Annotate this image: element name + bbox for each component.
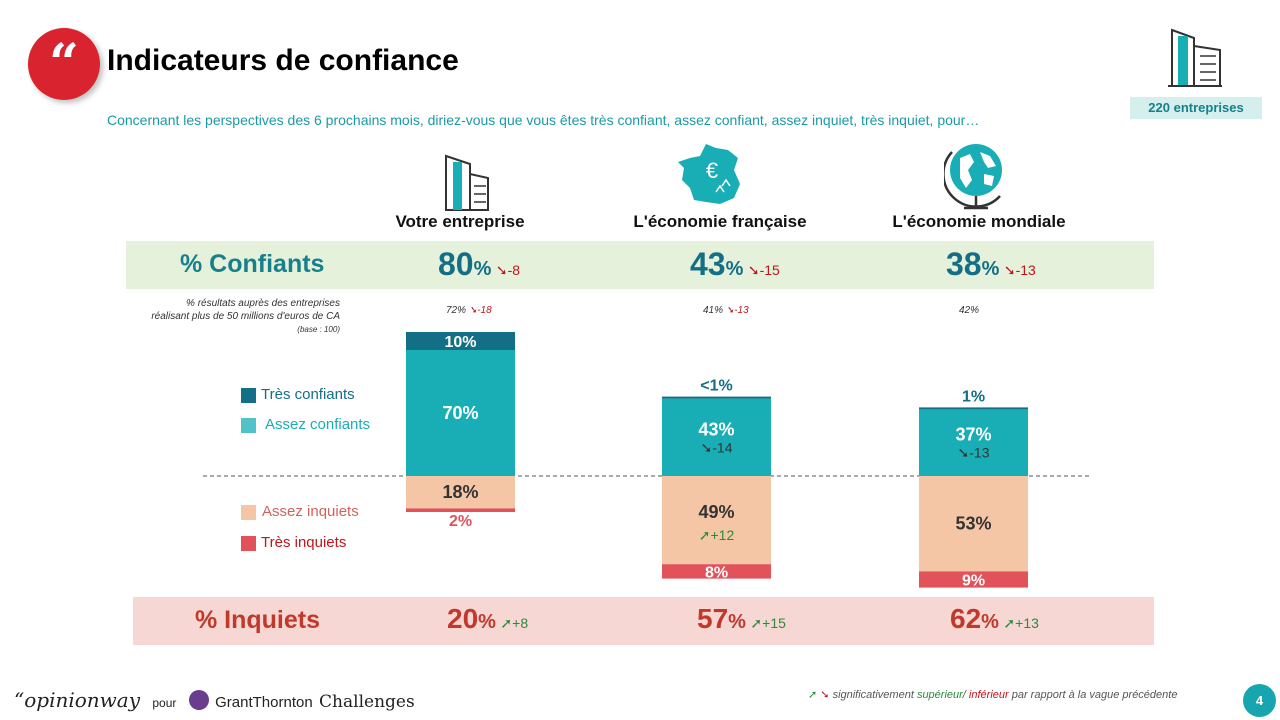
footer-brands: “opinionway pour GrantThornton Challenge…	[14, 688, 415, 712]
bar-assez-inquiets	[662, 476, 771, 565]
delta-assez-confiants: ➘-14	[701, 439, 733, 455]
grant-thornton-logo: GrantThornton	[215, 694, 313, 711]
bar-assez-confiants	[406, 350, 515, 476]
confiants-label: % Confiants	[180, 250, 325, 278]
page-number: 4	[1243, 684, 1276, 717]
down-arrow-icon: ➘	[1003, 262, 1016, 278]
legend-swatch-assez-confiants	[241, 418, 256, 433]
large-companies-entreprise: 72% ➘-18	[446, 305, 492, 316]
survey-question: Concernant les perspectives des 6 procha…	[107, 112, 980, 128]
building-icon	[1168, 28, 1222, 87]
bar-tres-inquiets	[919, 571, 1028, 588]
label-assez-confiants: 43%	[698, 419, 734, 439]
inquiets-label: % Inquiets	[195, 606, 321, 634]
category-label-entreprise: Votre entreprise	[395, 212, 525, 231]
down-arrow-icon: ➘	[495, 262, 508, 278]
label-tres-inquiets: 9%	[962, 573, 985, 590]
up-arrow-icon: ➚	[500, 615, 513, 631]
bar-tres-confiants	[662, 396, 771, 399]
legend-swatch-assez-inquiets	[241, 505, 256, 520]
legend-label-assez-confiants: Assez confiants	[265, 416, 371, 433]
label-tres-inquiets: 2%	[449, 513, 472, 530]
legend-swatch-tres-confiants	[241, 388, 256, 403]
label-assez-inquiets: 53%	[955, 514, 991, 534]
label-assez-confiants: 70%	[442, 403, 478, 423]
label-assez-inquiets: 18%	[442, 482, 478, 502]
inquiets-total-entreprise: 20% ➚+8	[447, 603, 529, 634]
down-arrow-icon: ➘	[725, 305, 735, 316]
sample-size-badge: 220 entreprises	[1130, 97, 1262, 119]
up-arrow-icon: ➚	[808, 689, 818, 701]
down-arrow-icon: ➘	[820, 689, 830, 701]
legend-label-tres-inquiets: Très inquiets	[261, 534, 347, 551]
delta-assez-inquiets: ➚+12	[699, 527, 735, 543]
label-assez-confiants: 37%	[955, 425, 991, 445]
label-tres-confiants: <1%	[700, 378, 732, 395]
inquiets-total-monde: 62% ➚+13	[950, 603, 1039, 634]
label-tres-confiants: 1%	[962, 388, 985, 405]
bar-assez-confiants	[662, 398, 771, 476]
bar-assez-inquiets	[919, 476, 1028, 572]
down-arrow-icon: ➘	[468, 305, 478, 316]
challenges-logo: Challenges	[319, 692, 415, 712]
bar-tres-confiants	[406, 332, 515, 350]
inquiets-band	[133, 597, 1154, 645]
legend-swatch-tres-inquiets	[241, 536, 256, 551]
down-arrow-icon: ➘	[747, 262, 760, 278]
bar-assez-inquiets	[406, 476, 515, 509]
confiants-total-monde: 38% ➘-13	[946, 246, 1036, 282]
up-arrow-icon: ➚	[1003, 615, 1016, 631]
page-title: Indicateurs de confiance	[107, 44, 459, 77]
svg-text:€: €	[706, 158, 718, 183]
globe-icon	[944, 144, 1002, 210]
quote-icon: “	[49, 33, 79, 94]
large-companies-france: 41% ➘-13	[703, 305, 749, 316]
inquiets-total-france: 57% ➚+15	[697, 603, 786, 634]
category-label-economie-francaise: L'économie française	[633, 212, 807, 231]
large-companies-note: % résultats auprès des entreprises réali…	[151, 298, 340, 334]
grant-thornton-icon	[188, 690, 209, 710]
legend-label-assez-inquiets: Assez inquiets	[262, 503, 359, 520]
opinionway-logo: opinionway	[24, 688, 141, 712]
label-tres-confiants: 10%	[444, 334, 476, 351]
category-label-economie-mondiale: L'économie mondiale	[892, 212, 1066, 231]
bar-assez-confiants	[919, 409, 1028, 476]
label-tres-inquiets: 8%	[705, 564, 728, 581]
significance-legend: ➚ ➘ significativement supérieur/ inférie…	[808, 689, 1178, 701]
label-assez-inquiets: 49%	[698, 502, 734, 522]
bar-tres-confiants	[919, 407, 1028, 410]
bar-tres-inquiets	[662, 564, 771, 579]
quote-logo: “	[28, 28, 100, 100]
legend-label-tres-confiants: Très confiants	[261, 386, 355, 403]
france-map-icon: €	[678, 144, 740, 204]
up-arrow-icon: ➚	[750, 615, 763, 631]
confiants-band	[126, 241, 1154, 289]
large-companies-monde: 42%	[959, 305, 980, 316]
confiants-total-france: 43% ➘-15	[690, 246, 780, 282]
confiants-total-entreprise: 80% ➘-8	[438, 246, 521, 282]
bar-tres-inquiets	[406, 508, 515, 512]
delta-assez-confiants: ➘-13	[958, 445, 990, 461]
company-building-icon	[445, 154, 489, 211]
